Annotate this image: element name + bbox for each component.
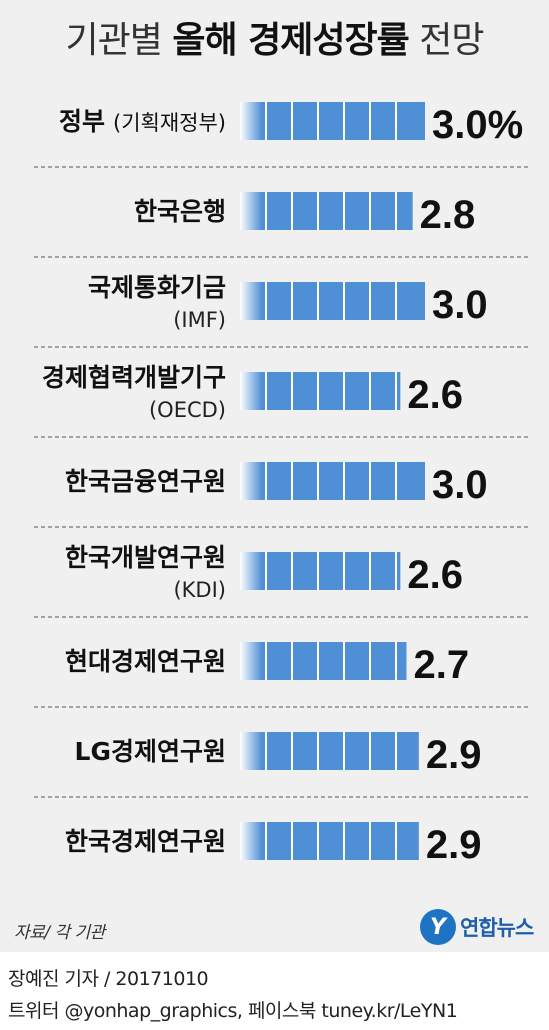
category-sublabel: (OECD) xyxy=(149,398,226,422)
bar-row: 3.0% 정부 (기획재정부) xyxy=(34,102,528,168)
value-label: 2.6 xyxy=(407,373,463,417)
title-suffix: 전망 xyxy=(419,20,484,61)
bar-fade xyxy=(240,282,262,320)
bar xyxy=(240,102,425,140)
chart-title: 기관별 올해 경제성장률 전망 xyxy=(0,16,549,66)
bar xyxy=(240,642,407,680)
bar xyxy=(240,282,425,320)
bar xyxy=(240,822,419,860)
category-label: LG경제연구원 xyxy=(75,737,226,766)
category-label: 현대경제연구원 xyxy=(65,647,226,676)
bar xyxy=(240,462,425,500)
bar-fade xyxy=(240,372,262,410)
category-sublabel: (KDI) xyxy=(173,578,226,602)
chart-card: 기관별 올해 경제성장률 전망 3.0% 정부 (기획재정부) 2.8 한국은행 3.0 국… xyxy=(0,0,549,952)
bar-fade xyxy=(240,732,262,770)
bar-fade xyxy=(240,102,262,140)
logo-text: 연합뉴스 xyxy=(460,916,534,940)
value-label: 3.0% xyxy=(432,103,523,147)
value-label: 2.9 xyxy=(426,823,482,867)
value-label: 2.8 xyxy=(420,193,476,237)
value-label: 2.6 xyxy=(407,553,463,597)
bar xyxy=(240,372,401,410)
credit-line-1: 장예진 기자 / 20171010 xyxy=(8,968,209,990)
bar-row: 2.6 경제협력개발기구 (OECD) xyxy=(34,363,528,438)
bar-row: 2.7 현대경제연구원 xyxy=(34,642,528,708)
bar-row: 2.9 한국경제연구원 xyxy=(65,822,481,867)
credit-line-2: 트위터 @yonhap_graphics, 페이스북 tuney.kr/LeYN… xyxy=(8,1000,458,1022)
category-sublabel: (IMF) xyxy=(173,308,226,332)
bar-row: 2.9 LG경제연구원 xyxy=(34,732,528,798)
value-label: 2.7 xyxy=(414,643,470,687)
bar xyxy=(240,192,413,230)
bar-fade xyxy=(240,822,262,860)
category-label: 한국개발연구원 xyxy=(65,543,226,572)
bar-fade xyxy=(240,462,262,500)
category-label: 한국금융연구원 xyxy=(65,467,226,496)
logo-mark-icon: Y xyxy=(420,909,456,945)
bar xyxy=(240,732,419,770)
bar-fade xyxy=(240,642,262,680)
bar-fade xyxy=(240,552,262,590)
bar-fade xyxy=(240,192,262,230)
category-label: 한국은행 xyxy=(134,197,226,226)
category-label: 국제통화기금 xyxy=(88,273,226,302)
value-label: 2.9 xyxy=(426,733,482,777)
title-bold: 올해 경제성장률 xyxy=(172,20,409,61)
category-label: 경제협력개발기구 xyxy=(42,363,226,392)
category-label: 정부 (기획재정부) xyxy=(59,107,226,136)
bar-row: 2.6 한국개발연구원 (KDI) xyxy=(34,543,528,618)
value-label: 3.0 xyxy=(432,283,488,327)
bar-row: 3.0 한국금융연구원 xyxy=(34,462,528,528)
bar-row: 2.8 한국은행 xyxy=(34,192,528,258)
category-label: 한국경제연구원 xyxy=(65,827,226,856)
bar-row: 3.0 국제통화기금 (IMF) xyxy=(34,273,528,348)
bar xyxy=(240,552,401,590)
value-label: 3.0 xyxy=(432,463,488,507)
bar-chart: 3.0% 정부 (기획재정부) 2.8 한국은행 3.0 국제통화기금 (IMF) 2.6 경제협… xyxy=(34,102,528,867)
yonhap-logo: Y 연합뉴스 xyxy=(420,907,534,947)
source-note: 자료/ 각 기관 xyxy=(14,923,105,943)
title-prefix: 기관별 xyxy=(65,20,163,61)
